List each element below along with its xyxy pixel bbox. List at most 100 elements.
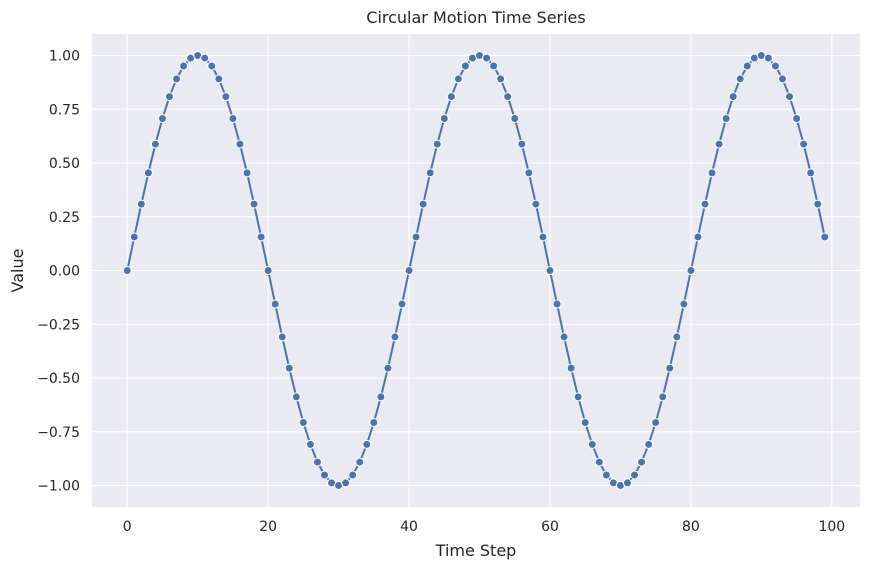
data-point	[453, 74, 463, 84]
data-point	[143, 168, 153, 178]
y-axis-title: Value	[8, 249, 27, 293]
data-point	[460, 61, 470, 71]
data-point	[418, 199, 428, 209]
data-point	[552, 299, 562, 309]
data-point	[503, 92, 513, 102]
data-point	[637, 457, 647, 467]
x-axis-title: Time Step	[435, 541, 517, 560]
data-point	[235, 139, 245, 149]
data-point	[707, 168, 717, 178]
data-point	[693, 232, 703, 242]
data-point	[721, 113, 731, 123]
data-point	[601, 470, 611, 480]
data-point	[432, 139, 442, 149]
data-point	[341, 478, 351, 488]
data-point	[425, 168, 435, 178]
data-point	[644, 439, 654, 449]
data-point	[284, 363, 294, 373]
data-point	[249, 199, 259, 209]
x-tick-label: 100	[818, 519, 845, 535]
data-point	[573, 392, 583, 402]
data-point	[404, 266, 414, 275]
data-point	[320, 470, 330, 480]
data-point	[742, 61, 752, 71]
data-point	[580, 418, 590, 428]
data-point	[700, 199, 710, 209]
data-point	[214, 74, 224, 84]
data-point	[566, 363, 576, 373]
data-point	[157, 113, 167, 123]
data-point	[517, 139, 527, 149]
y-tick-label: 0.75	[49, 102, 80, 118]
data-point	[129, 232, 139, 242]
data-point	[510, 113, 520, 123]
x-tick-label: 40	[400, 519, 418, 535]
y-tick-label: −1.00	[37, 479, 80, 495]
data-point	[256, 232, 266, 242]
data-point	[362, 439, 372, 449]
data-point	[594, 457, 604, 467]
data-point	[531, 199, 541, 209]
data-point	[545, 266, 555, 275]
x-tick-label: 60	[541, 519, 559, 535]
data-point	[263, 266, 273, 275]
data-point	[390, 332, 400, 342]
data-point	[165, 92, 175, 102]
data-point	[559, 332, 569, 342]
y-tick-label: −0.75	[37, 425, 80, 441]
data-point	[792, 113, 802, 123]
y-tick-label: −0.50	[37, 371, 80, 387]
data-point	[242, 168, 252, 178]
data-point	[672, 332, 682, 342]
data-point	[770, 61, 780, 71]
data-point	[305, 439, 315, 449]
data-point	[538, 232, 548, 242]
y-tick-label: 1.00	[49, 49, 80, 65]
data-point	[785, 92, 795, 102]
data-point	[446, 92, 456, 102]
data-point	[777, 74, 787, 84]
data-point	[630, 470, 640, 480]
y-tick-label: −0.25	[37, 317, 80, 333]
chart-title: Circular Motion Time Series	[366, 8, 585, 27]
data-point	[179, 61, 189, 71]
data-point	[277, 332, 287, 342]
data-point	[813, 199, 823, 209]
data-point	[376, 392, 386, 402]
data-point	[763, 53, 773, 63]
data-point	[686, 266, 696, 275]
x-tick-labels: 0 20 40 60 80 100	[123, 519, 845, 535]
data-point	[221, 92, 231, 102]
data-point	[735, 74, 745, 84]
data-point	[270, 299, 280, 309]
data-point	[348, 470, 358, 480]
data-point	[228, 113, 238, 123]
data-point	[489, 61, 499, 71]
data-point	[658, 392, 668, 402]
data-point	[172, 74, 182, 84]
data-point	[651, 418, 661, 428]
y-tick-label: 0.50	[49, 156, 80, 172]
data-point	[150, 139, 160, 149]
series-layer	[122, 51, 830, 490]
data-point	[728, 92, 738, 102]
data-point	[820, 232, 830, 242]
y-tick-labels: −1.00 −0.75 −0.50 −0.25 0.00 0.25 0.50 0.75 1.00	[37, 49, 80, 495]
data-point	[587, 439, 597, 449]
data-point	[298, 418, 308, 428]
x-tick-label: 80	[682, 519, 700, 535]
data-point	[355, 457, 365, 467]
data-point	[524, 168, 534, 178]
x-tick-label: 0	[123, 519, 132, 535]
data-point	[397, 299, 407, 309]
y-tick-label: 0.00	[49, 264, 80, 280]
data-point	[207, 61, 217, 71]
data-point	[665, 363, 675, 373]
data-point	[806, 168, 816, 178]
data-point	[122, 266, 132, 275]
data-point	[312, 457, 322, 467]
data-point	[799, 139, 809, 149]
data-point	[136, 199, 146, 209]
